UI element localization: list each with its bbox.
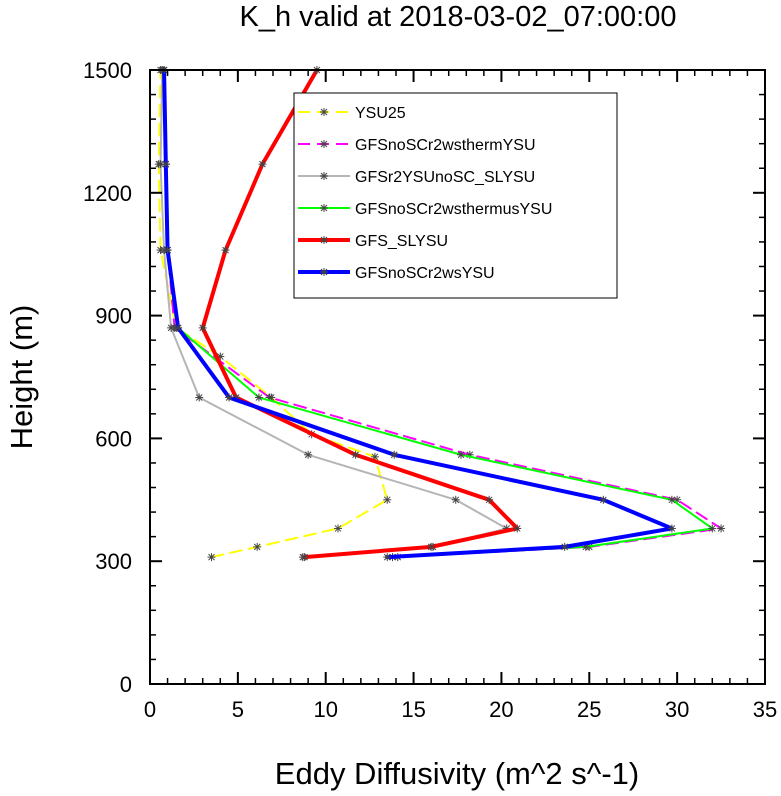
data-point [258, 160, 267, 169]
x-tick-label: 20 [489, 697, 513, 722]
legend-label: GFSr2YSUnoSC_SLYSU [355, 169, 535, 186]
legend-label: YSU25 [355, 105, 406, 122]
chart-title: K_h valid at 2018-03-02_07:00:00 [240, 1, 677, 33]
series-line-gfs-slysu [200, 68, 520, 560]
data-point [457, 450, 466, 459]
legend-item-gfsnoscr2wsysu: GFSnoSCr2wsYSU [298, 265, 495, 282]
data-point [198, 323, 207, 332]
x-tick-label: 15 [401, 697, 425, 722]
legend-label: GFSnoSCr2wsthermYSU [355, 137, 536, 154]
legend: YSU25 GFSnoSCr2wsthermYSU GFSr2YSUnoSC_SLY… [293, 92, 618, 299]
data-point [708, 524, 717, 533]
series-line-gfsnoscr2wsysu [162, 68, 674, 560]
legend-item-gfsnoscr2wsthermysu: GFSnoSCr2wsthermYSU [298, 137, 536, 154]
y-tick-label: 0 [120, 672, 132, 697]
data-point [485, 495, 494, 504]
legend-label: GFS_SLYSU [355, 233, 448, 250]
y-axis: 0 300 600 900 1200 1500 [83, 58, 765, 697]
data-point [300, 553, 309, 562]
legend-marker [320, 236, 328, 244]
legend-item-gfs-slysu: GFS_SLYSU [298, 233, 448, 250]
y-axis-title: Height (m) [4, 305, 39, 450]
data-point [304, 450, 313, 459]
x-tick-label: 30 [665, 697, 689, 722]
legend-item-ysu25: YSU25 [298, 105, 406, 122]
data-point [599, 495, 608, 504]
y-tick-label: 900 [95, 304, 132, 329]
data-point [451, 495, 460, 504]
data-point [195, 393, 204, 402]
series-line-ysu25 [157, 69, 389, 559]
x-tick-label: 5 [232, 697, 244, 722]
data-point [383, 553, 392, 562]
data-point [167, 323, 176, 332]
data-point [560, 542, 569, 551]
data-point [207, 553, 216, 562]
data-point [163, 246, 172, 255]
data-point [221, 246, 230, 255]
y-tick-label: 1200 [83, 181, 132, 206]
data-point [383, 495, 392, 504]
legend-item-gfsr2ysunosc-slysu: GFSr2YSUnoSC_SLYSU [298, 169, 535, 186]
legend-marker [320, 172, 328, 180]
data-point [334, 524, 343, 533]
x-axis: 0 5 10 15 20 25 30 35 [144, 70, 777, 722]
x-tick-label: 25 [577, 697, 601, 722]
y-tick-label: 1500 [83, 58, 132, 83]
data-point [253, 542, 262, 551]
legend-item-gfsnoscr2wsthermusysu: GFSnoSCr2wsthermusYSU [298, 201, 552, 218]
data-point [254, 393, 263, 402]
data-point [667, 524, 676, 533]
legend-marker [320, 204, 328, 212]
legend-marker [320, 108, 328, 116]
series-gfs-slysu [198, 66, 522, 562]
x-axis-title: Eddy Diffusivity (m^2 s^-1) [275, 756, 639, 791]
data-point [351, 450, 360, 459]
y-tick-label: 600 [95, 426, 132, 451]
data-point [225, 393, 234, 402]
data-point [513, 524, 522, 533]
x-tick-label: 0 [144, 697, 156, 722]
data-point [174, 323, 183, 332]
plot-frame [149, 69, 766, 685]
data-point [667, 495, 676, 504]
x-tick-label: 10 [313, 697, 337, 722]
data-point [717, 524, 726, 533]
data-point [427, 542, 436, 551]
legend-box [293, 92, 618, 299]
legend-marker [320, 140, 328, 148]
data-point [390, 450, 399, 459]
legend-label: GFSnoSCr2wsYSU [355, 265, 495, 282]
legend-marker [320, 268, 328, 276]
x-tick-label: 35 [753, 697, 777, 722]
y-tick-label: 300 [95, 549, 132, 574]
legend-label: GFSnoSCr2wsthermusYSU [355, 201, 552, 218]
data-point [161, 160, 170, 169]
